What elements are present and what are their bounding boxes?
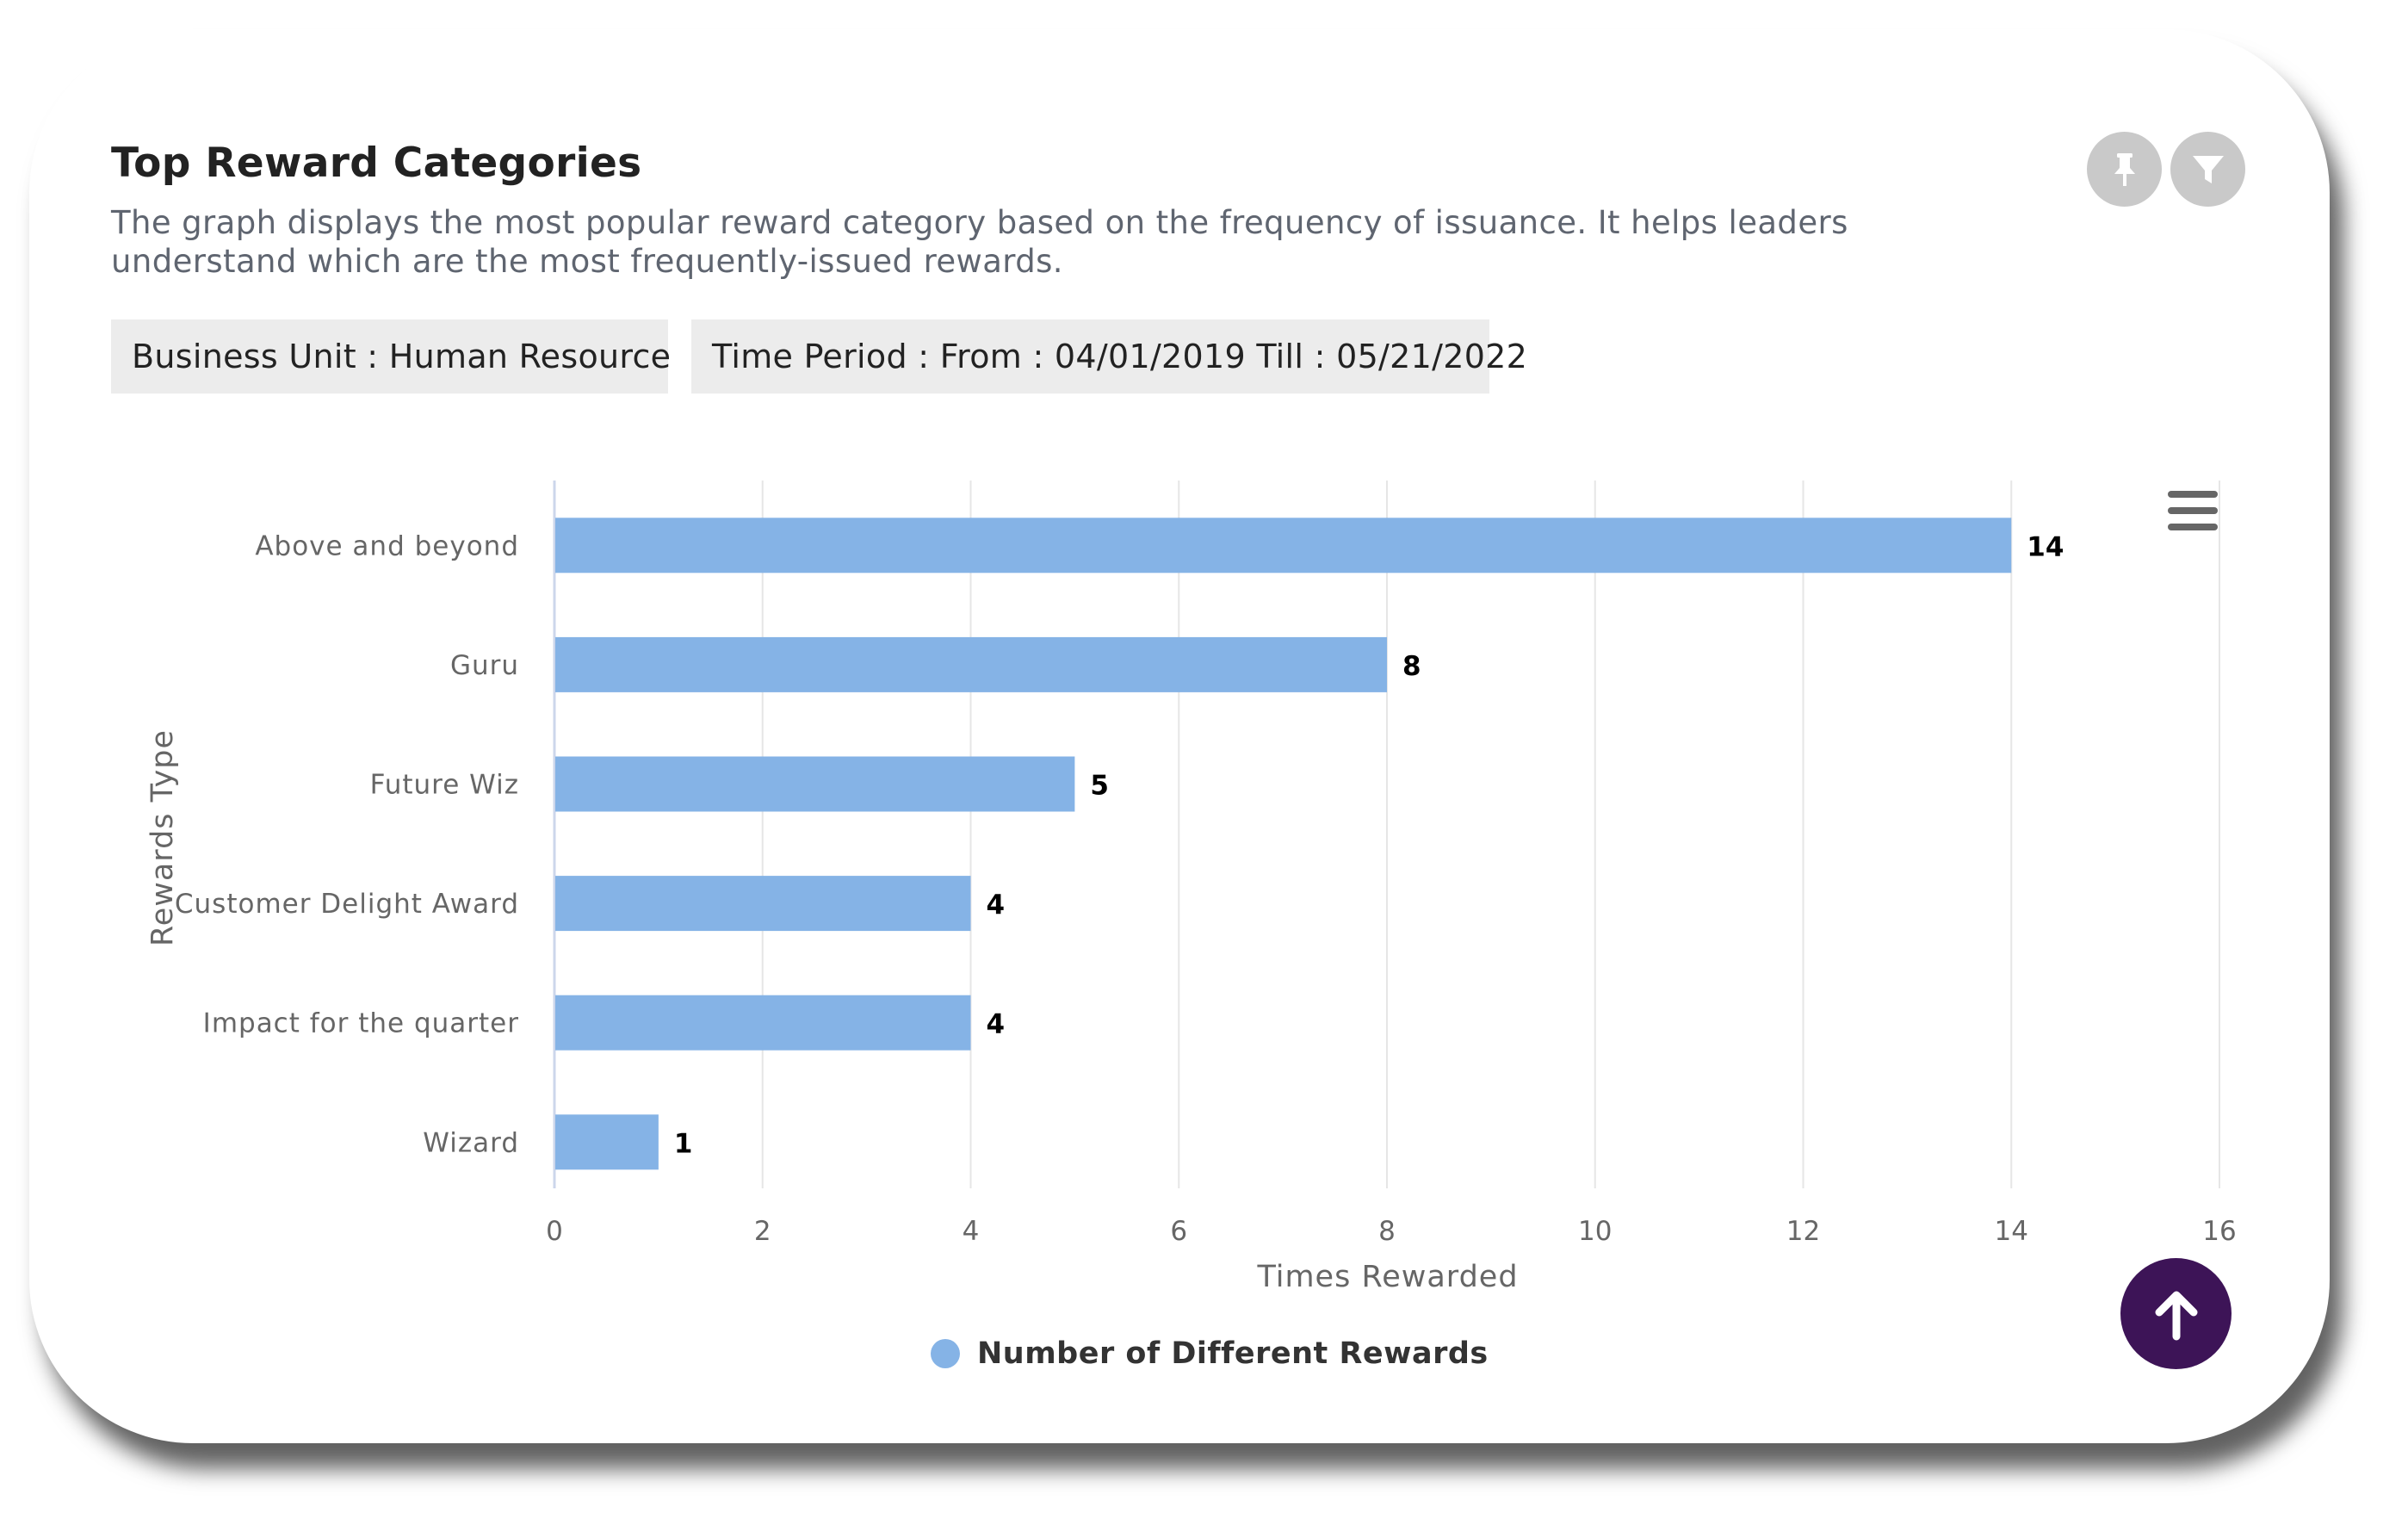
x-tick-label: 8 (1378, 1216, 1396, 1247)
legend-label: Number of Different Rewards (977, 1336, 1489, 1371)
category-label: Guru (450, 650, 519, 681)
chart-gridlines (553, 480, 2220, 1188)
hamburger-menu-icon-line (2168, 524, 2218, 530)
data-label: 8 (1402, 651, 1421, 682)
category-label: Impact for the quarter (203, 1008, 519, 1039)
scroll-to-top-button[interactable] (2120, 1258, 2232, 1369)
pin-button[interactable] (2087, 132, 2162, 207)
y-axis-title: Rewards Type (145, 729, 180, 946)
x-tick-label: 10 (1578, 1216, 1612, 1247)
chart-bars: 14 8 5 4 4 1 (555, 518, 2064, 1170)
chart-legend[interactable]: Number of Different Rewards (931, 1334, 1489, 1373)
bar[interactable] (555, 756, 1075, 812)
hamburger-menu-icon-line (2168, 491, 2218, 498)
time-period-chip: Time Period : From : 04/01/2019 Till : 0… (691, 319, 1527, 394)
category-labels: Above and beyond Guru Future Wiz Customer D… (175, 530, 519, 1158)
pin-icon (2114, 152, 2135, 186)
legend-marker (931, 1339, 960, 1368)
x-tick-label: 4 (963, 1216, 980, 1247)
x-tick-label: 12 (1786, 1216, 1820, 1247)
filter-icon (2192, 155, 2224, 183)
category-label: Above and beyond (255, 530, 519, 561)
x-tick-label: 14 (1995, 1216, 2028, 1247)
x-axis-title: Times Rewarded (1256, 1260, 1518, 1294)
business-unit-chip: Business Unit : Human Resource (111, 319, 671, 394)
data-label: 5 (1090, 771, 1109, 802)
data-label: 4 (987, 890, 1006, 921)
data-label: 1 (674, 1128, 693, 1159)
hamburger-menu-icon-line (2168, 507, 2218, 514)
bar[interactable] (555, 876, 971, 932)
page-title: Top Reward Categories (111, 140, 642, 187)
x-tick-label: 6 (1170, 1216, 1187, 1247)
chart-menu-button[interactable] (2168, 491, 2218, 530)
arrow-up-icon (2155, 1291, 2197, 1340)
bar[interactable] (555, 518, 2012, 574)
x-tick-label: 0 (546, 1216, 563, 1247)
bar[interactable] (555, 1114, 659, 1170)
x-tick-labels: 0 2 4 6 8 10 12 14 16 (546, 1216, 2237, 1247)
bar[interactable] (555, 636, 1387, 692)
category-label: Future Wiz (370, 770, 519, 801)
x-tick-label: 16 (2202, 1216, 2236, 1247)
filter-button[interactable] (2170, 132, 2245, 207)
data-label: 14 (2027, 531, 2064, 562)
data-label: 4 (987, 1009, 1006, 1040)
bar[interactable] (555, 995, 971, 1051)
category-label: Customer Delight Award (175, 889, 519, 920)
chart-description: The graph displays the most popular rewa… (111, 204, 1848, 280)
x-tick-label: 2 (754, 1216, 771, 1247)
category-label: Wizard (423, 1127, 519, 1158)
